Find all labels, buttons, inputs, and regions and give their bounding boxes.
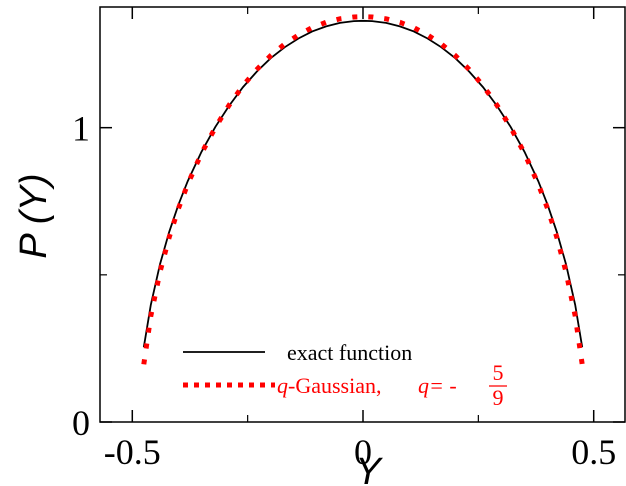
legend-fraction-denominator: 9	[493, 385, 504, 410]
series-layer	[141, 14, 585, 365]
series-exact-function-line	[142, 19, 584, 348]
x-tick-label: 0	[354, 432, 372, 472]
y-tick-label: 0	[72, 403, 90, 443]
series-q-gaussian-line	[141, 14, 585, 365]
y-tick-label: 1	[72, 109, 90, 149]
x-axis-title: Y	[355, 451, 383, 486]
legend-label-exact: exact function	[287, 340, 412, 365]
legend: exact function q-Gaussian, q= - 5 9	[183, 340, 507, 410]
legend-q-label: q= -	[418, 373, 457, 398]
legend-fraction-numerator: 5	[493, 360, 504, 385]
x-tick-label: 0.5	[571, 432, 616, 472]
legend-label-q-gaussian: q-Gaussian,	[277, 373, 381, 398]
ticks	[100, 7, 625, 423]
y-axis-title: P (Y)	[13, 173, 55, 258]
x-tick-label: -0.5	[104, 432, 161, 472]
tick-labels: -0.5 0 0.5 0 1	[72, 109, 616, 472]
